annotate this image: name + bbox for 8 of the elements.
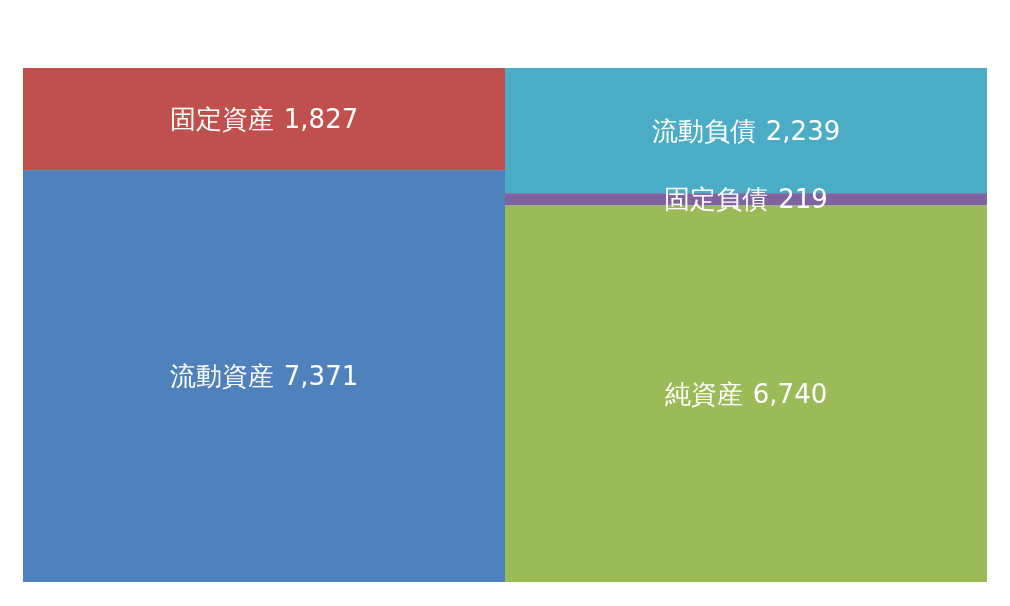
series-label: 流動資産	[169, 361, 274, 392]
series-label: 流動負債	[651, 115, 756, 146]
data-label: 1,827	[283, 104, 359, 135]
series-label: 純資産	[664, 378, 743, 409]
data-label: 7,371	[283, 361, 359, 392]
data-label: 6,740	[752, 378, 828, 409]
series-label: 固定資産	[169, 104, 274, 135]
data-label: 2,239	[765, 115, 841, 146]
